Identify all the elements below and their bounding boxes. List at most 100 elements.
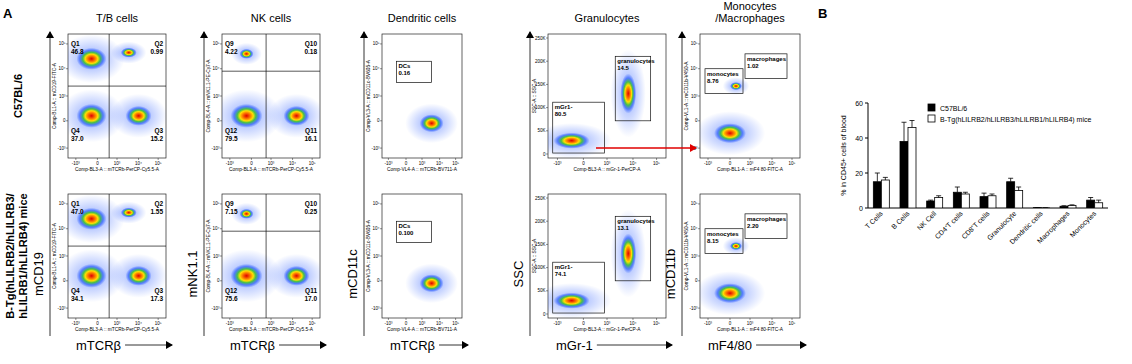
tick-label: 10³ [419, 321, 426, 326]
tick-label: 10³ [604, 161, 611, 166]
channel-label: Comp-BL1-A :: mCD19-FITC-A [52, 62, 57, 129]
channel-label: SSC-A :: SSC-A [532, 78, 537, 113]
channel-label: Comp-BL4-A :: mNK1.1-PE-Cy7-A [206, 59, 211, 133]
tick [865, 138, 868, 139]
cell-cloud [111, 202, 146, 224]
column-title: /Macrophages [715, 12, 785, 24]
density-group [222, 203, 320, 302]
flow-plot: DCs0.16-10³010³10⁴10⁵-10³010³10⁴10⁵Comp-… [366, 34, 462, 172]
tick-label: -10³ [211, 306, 220, 311]
tick [698, 148, 700, 149]
tick [66, 203, 68, 204]
tick-label: 10⁵ [59, 41, 66, 46]
tick [66, 256, 68, 257]
tick-label: 0 [543, 312, 546, 317]
gate-name: Q2 [154, 200, 163, 208]
tick [380, 68, 382, 69]
bar [1087, 200, 1095, 208]
tick-label: 0 [543, 152, 546, 157]
axis-title: % in CD45+ cells of blood [840, 115, 847, 195]
tick-label: 10⁵ [373, 201, 380, 206]
tick-label: 0 [695, 118, 698, 123]
tick [546, 267, 548, 268]
tick [406, 318, 407, 320]
tick-label: 10⁵ [789, 321, 796, 326]
error-bar [883, 177, 888, 180]
tick [750, 318, 751, 320]
bar [1060, 206, 1068, 208]
tick-label: 10⁴ [213, 226, 220, 231]
tick [865, 103, 868, 104]
flow-plot: granulocytes13.1mGr1-74.1-10³010³10⁴10⁵0… [532, 194, 666, 332]
channel-label: Comp-VL3-A :: mCD11c-BV605-A [366, 59, 371, 132]
gate-line [266, 34, 267, 158]
tick-label: -10³ [553, 321, 562, 326]
gate-name: Q10 [305, 200, 318, 208]
density-group [700, 77, 765, 155]
tick [97, 158, 98, 160]
channel-label: SSC-A :: SSC-A [532, 238, 537, 273]
tick-label: 10⁴ [691, 226, 698, 231]
cell-cloud [405, 103, 458, 143]
gate-line [109, 34, 110, 158]
tick-label: 200K [535, 59, 546, 64]
gate-value: 4.22 [225, 48, 238, 55]
tick-label: 10³ [268, 321, 275, 326]
gate-value: 37.0 [71, 135, 84, 142]
tick [66, 96, 68, 97]
tick-label: 10⁵ [155, 321, 162, 326]
cell-cloud [700, 111, 765, 155]
gate-name: macrophages [747, 216, 787, 222]
error-bar [1088, 198, 1093, 201]
flow-plot: Q147.0Q21.55Q434.1Q317.3-10³010³10⁴10⁵-1… [52, 194, 167, 332]
tick [698, 96, 700, 97]
channel-label: Comp-VL1-A :: mCD11b-V450-A [684, 61, 689, 131]
density-group [700, 237, 765, 315]
axis-title: mCD19 [31, 252, 46, 296]
tick-label: 10⁵ [789, 161, 796, 166]
gate-line [222, 71, 320, 72]
flow-plot: Q94.22Q100.18Q1279.5Q1116.1-10³010³10⁴10… [206, 34, 325, 172]
bar [1095, 203, 1103, 208]
row-label: B-Tg(hLILRB2/hLILRB3/ [4, 193, 16, 318]
gate-value: 8.15 [707, 238, 719, 244]
tick [380, 228, 382, 229]
tick-label: 10⁵ [653, 161, 660, 166]
gate-value: 16.1 [304, 135, 317, 142]
axis-title: mTCRβ [76, 338, 121, 353]
axis-arrow [682, 32, 683, 336]
channel-label: Comp-BL1-A :: mF4 80-FITC-A [717, 327, 784, 332]
plot-frame [382, 194, 462, 318]
gate-value: 1.55 [150, 208, 163, 215]
tick [117, 158, 118, 160]
tick-label: 10³ [268, 161, 275, 166]
tick-label: 0 [729, 321, 732, 326]
bar [881, 180, 889, 208]
tick-label: -10³ [553, 161, 562, 166]
tick-label: 10³ [59, 94, 66, 99]
flow-plot: Q97.15Q100.25Q1275.6Q1117.0-10³010³10⁴10… [206, 194, 325, 332]
tick-label: 10⁴ [289, 161, 296, 166]
tick-label: 10³ [114, 321, 121, 326]
gate-name: Q9 [225, 200, 234, 208]
tick-label: 10³ [419, 161, 426, 166]
axis-arrow [204, 32, 205, 336]
axis-arrow [364, 32, 365, 336]
tick [251, 318, 252, 320]
flow-plot: monocytes8.76macrophages1.02-10³010³10⁴1… [684, 34, 800, 172]
tick-label: 0 [695, 278, 698, 283]
tick [138, 318, 139, 320]
error-bar [1062, 205, 1067, 207]
tick [557, 318, 558, 320]
tick [698, 280, 700, 281]
tick-label: 10⁵ [155, 161, 162, 166]
tick-label: -10³ [371, 146, 380, 151]
channel-label: Comp-BL3-A :: mGr-1-PerCP-A [574, 327, 642, 332]
legend-swatch [928, 115, 935, 122]
gate-name: Q1 [71, 40, 80, 48]
tick [583, 318, 584, 320]
tick [380, 43, 382, 44]
gate-name: mGr1- [555, 104, 573, 110]
column-title: Monocytes [723, 0, 777, 12]
tick [546, 154, 548, 155]
